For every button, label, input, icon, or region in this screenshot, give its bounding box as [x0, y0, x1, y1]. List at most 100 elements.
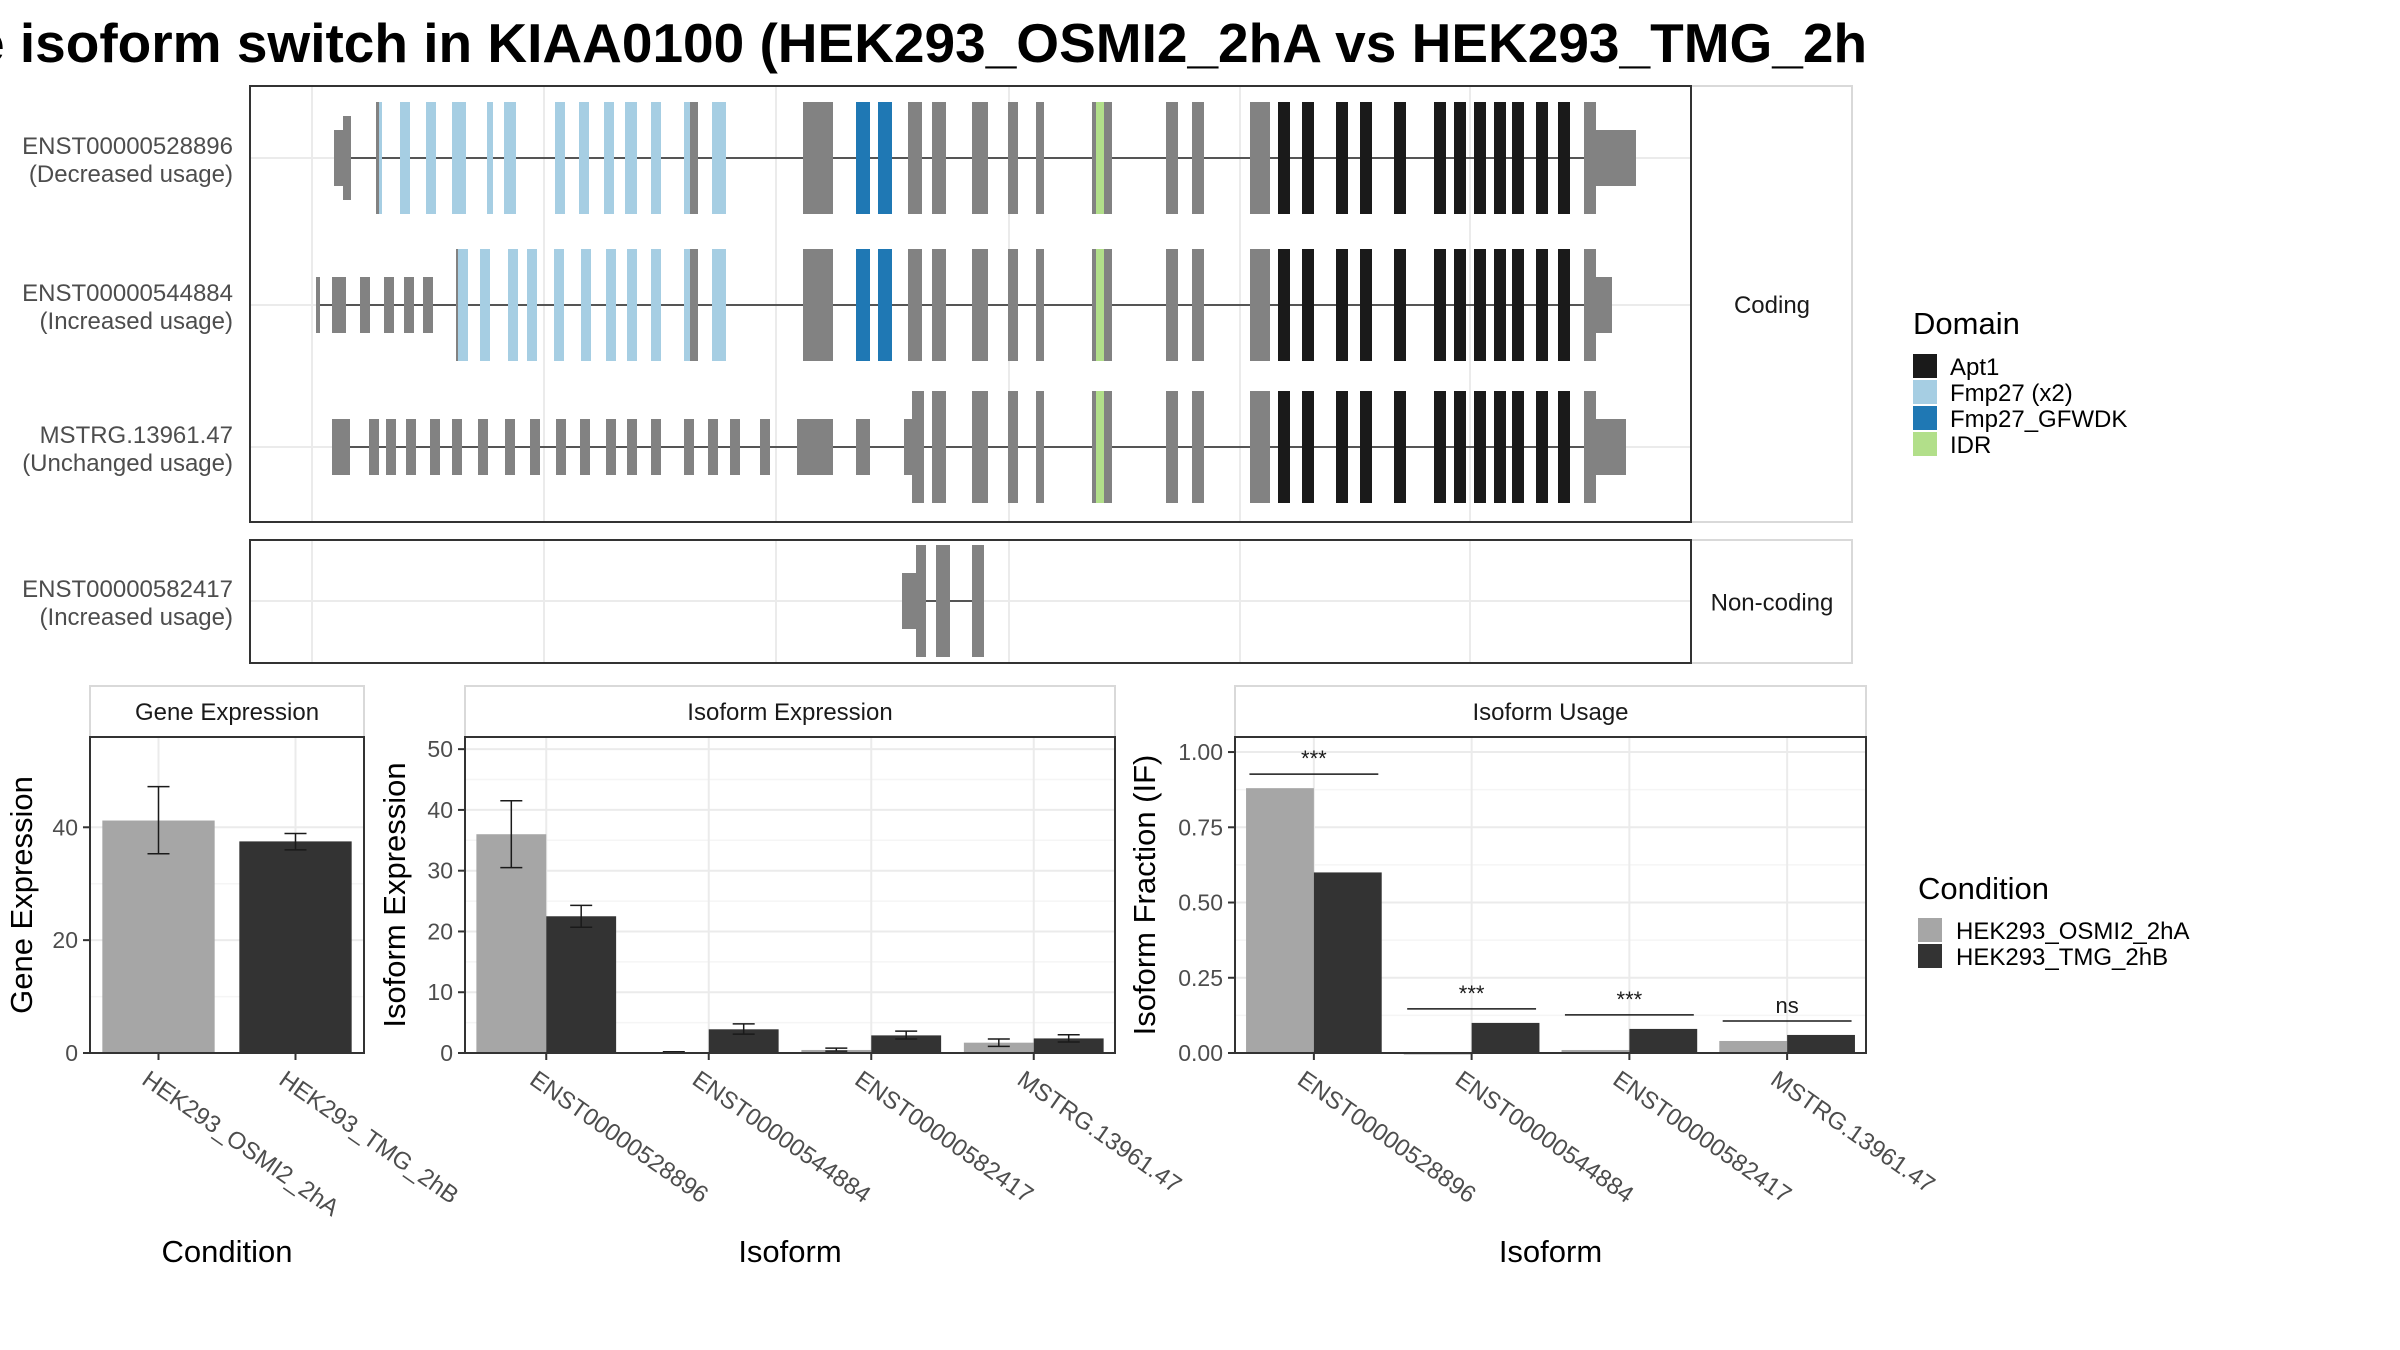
y-tick-label: 40 — [427, 797, 453, 823]
y-tick-label: 30 — [427, 858, 453, 884]
domain-exon-apt1 — [1336, 102, 1348, 214]
domain-exon-fmp27 — [684, 249, 694, 361]
significance-label: *** — [1301, 746, 1327, 771]
domain-exon-apt1 — [1434, 391, 1446, 503]
y-tick-label: 20 — [427, 918, 453, 944]
y-axis-title: Isoform Fraction (IF) — [1127, 755, 1162, 1036]
utr-exon — [1596, 419, 1626, 475]
condition-legend-label: HEK293_OSMI2_2hA — [1956, 918, 2189, 945]
exon — [912, 391, 924, 503]
exon — [406, 419, 416, 475]
significance-label: *** — [1459, 981, 1485, 1006]
exon — [1104, 391, 1112, 503]
exon — [386, 419, 396, 475]
exon — [1192, 102, 1204, 214]
isoform-track-ENST00000544884 — [316, 249, 1612, 361]
exon — [404, 277, 414, 333]
domain-exon-apt1 — [1336, 249, 1348, 361]
exon — [972, 102, 988, 214]
exon — [384, 277, 394, 333]
panel-title: Isoform Usage — [1472, 699, 1628, 726]
exon — [478, 419, 488, 475]
panel-strip — [1234, 685, 1867, 738]
x-tick-label: ENST00000544884 — [687, 1066, 875, 1209]
bar — [1313, 872, 1382, 1053]
exon — [1036, 102, 1044, 214]
exon — [606, 419, 616, 475]
domain-exon-apt1 — [1558, 391, 1570, 503]
exon — [580, 419, 590, 475]
domain-exon-apt1 — [1494, 391, 1506, 503]
exon — [932, 249, 946, 361]
isoform-structure-plot: Coding Non-coding ENST00000528896 (Decrease… — [22, 85, 1853, 664]
domain-exon-fmp27 — [581, 249, 591, 361]
domain-exon-apt1 — [1454, 249, 1466, 361]
domain-exon-apt1 — [1494, 249, 1506, 361]
bar — [476, 834, 547, 1053]
bar — [1561, 1049, 1630, 1053]
domain-exon-apt1 — [1394, 102, 1406, 214]
exon — [651, 419, 661, 475]
domain-exon-apt1 — [1558, 249, 1570, 361]
domain-exon-apt1 — [1278, 102, 1290, 214]
exon — [423, 277, 433, 333]
exon — [332, 419, 350, 475]
exon — [1036, 249, 1044, 361]
exon — [369, 419, 379, 475]
track-label: MSTRG.13961.47 (Unchanged usage) — [22, 422, 233, 477]
exon — [932, 391, 946, 503]
domain-exon-apt1 — [1474, 249, 1486, 361]
condition-legend-key — [1918, 944, 1942, 968]
significance-label: *** — [1617, 987, 1643, 1012]
exon — [932, 102, 946, 214]
bar — [1629, 1028, 1698, 1053]
domain-exon-fmp27 — [504, 102, 516, 214]
domain-exon-fmp27 — [684, 102, 694, 214]
domain-exon-fmp27 — [651, 102, 661, 214]
exon — [972, 545, 984, 657]
x-tick-label: ENST00000528896 — [525, 1066, 713, 1209]
isoform-track-MSTRG.13961.47 — [332, 391, 1626, 503]
domain-exon-fmp27 — [458, 249, 468, 361]
domain-exon-fmp27 — [625, 102, 637, 214]
track-label-id: ENST00000528896 — [22, 133, 233, 160]
track-label-id: ENST00000582417 — [22, 576, 233, 603]
domain-exon-apt1 — [1278, 391, 1290, 503]
y-axis-title: Gene Expression — [4, 776, 39, 1014]
domain-exon-fmp27-gfwdk — [878, 102, 892, 214]
exon — [972, 391, 988, 503]
exon — [1036, 391, 1044, 503]
facet-strip — [1690, 539, 1853, 664]
exon — [1260, 391, 1270, 503]
domain-exon-apt1 — [1512, 249, 1524, 361]
x-axis-title: Isoform — [1499, 1234, 1602, 1269]
exon — [1192, 391, 1204, 503]
exon — [1260, 249, 1270, 361]
domain-exon-fmp27 — [487, 102, 493, 214]
y-tick-label: 0.00 — [1178, 1040, 1223, 1066]
domain-exon-fmp27 — [555, 102, 565, 214]
domain-exon-apt1 — [1360, 249, 1372, 361]
utr-exon — [1596, 277, 1612, 333]
exon — [1166, 391, 1178, 503]
domain-exon-apt1 — [1302, 249, 1314, 361]
domain-exon-apt1 — [1474, 102, 1486, 214]
y-tick-label: 40 — [52, 814, 78, 840]
track-label: ENST00000582417 (Increased usage) — [22, 576, 233, 631]
exon — [505, 419, 515, 475]
domain-exon-fmp27 — [452, 102, 466, 214]
condition-legend-title: Condition — [1918, 871, 2049, 906]
exon — [1250, 391, 1262, 503]
domain-exon-fmp27 — [712, 249, 726, 361]
panel-border — [464, 736, 1116, 1054]
exon — [936, 545, 950, 657]
condition-legend-label: HEK293_TMG_2hB — [1956, 944, 2168, 971]
panel-title: Isoform Expression — [687, 699, 892, 726]
domain-legend-label: IDR — [1950, 432, 1991, 459]
track-label: ENST00000528896 (Decreased usage) — [22, 133, 233, 188]
structure-panel-border — [249, 539, 1692, 664]
